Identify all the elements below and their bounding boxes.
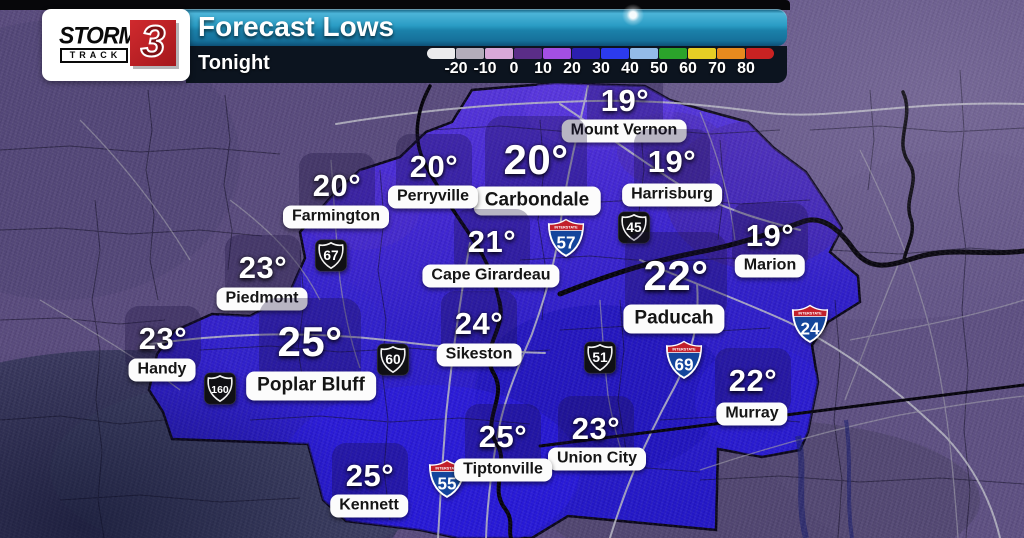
gleam-sparkle-icon (620, 2, 646, 28)
city-name-label: Union City (548, 447, 646, 471)
city-name-label: Paducah (623, 304, 725, 334)
city-name-label: Handy (128, 358, 196, 382)
temperature-value: 21° (467, 224, 517, 259)
city-name-label: Poplar Bluff (246, 371, 376, 401)
legend-segment (485, 48, 513, 59)
city-name-label: Murray (716, 402, 788, 426)
legend-tick: 0 (509, 60, 519, 77)
legend-tick: 30 (592, 60, 610, 77)
legend-segment (601, 48, 629, 59)
logo-storm-text: STORM (59, 21, 138, 49)
logo-channel-number: 3 (130, 19, 176, 66)
temperature-value: 23° (238, 250, 288, 285)
legend-tick: -10 (473, 60, 497, 77)
legend-segment (456, 48, 484, 59)
temperature-value: 24° (454, 306, 504, 341)
color-scale-ticks: -20 -10 0 10 20 30 40 50 60 70 80 (427, 59, 777, 79)
temperature-value: 25° (478, 419, 528, 454)
legend-segment (427, 48, 455, 59)
temperature-value: 22° (643, 252, 709, 299)
legend-segment (659, 48, 687, 59)
city-name-label: Farmington (283, 205, 389, 229)
legend-tick: 20 (563, 60, 581, 77)
page-title: Forecast Lows (198, 11, 395, 42)
legend-segment (688, 48, 716, 59)
temperature-value: 20° (503, 136, 569, 183)
temperature-value: 22° (728, 363, 778, 398)
city-name-label: Kennett (330, 494, 408, 518)
city-name-label: Cape Girardeau (422, 264, 560, 288)
temperature-value: 19° (647, 144, 697, 179)
temperature-value: 20° (312, 168, 362, 203)
city-name-label: Harrisburg (622, 183, 722, 207)
legend-tick: 40 (621, 60, 639, 77)
temperature-value: 25° (277, 318, 343, 365)
legend-segment (630, 48, 658, 59)
subtitle-bar: Tonight -20 -10 0 10 20 30 40 50 60 70 80 (186, 46, 787, 83)
city-name-label: Sikeston (436, 343, 522, 367)
legend-tick: 10 (534, 60, 552, 77)
legend-segment (746, 48, 774, 59)
legend-tick: 50 (650, 60, 668, 77)
temperature-value: 20° (409, 149, 459, 184)
temperature-value: 19° (600, 83, 650, 118)
storm-track-3-logo: STORM TRACK 3 (42, 9, 190, 81)
temperature-value: 19° (745, 218, 795, 253)
legend-segment (717, 48, 745, 59)
legend-segment (543, 48, 571, 59)
city-name-label: Marion (734, 254, 806, 278)
subtitle: Tonight (198, 52, 270, 74)
legend-tick: -20 (444, 60, 468, 77)
logo-track-text: TRACK (60, 48, 128, 63)
legend-tick: 80 (737, 60, 755, 77)
color-scale-segments (427, 48, 774, 59)
legend-segment (514, 48, 542, 59)
temperature-value: 23° (571, 411, 621, 446)
city-name-label: Perryville (387, 185, 479, 209)
temperature-value: 23° (138, 321, 188, 356)
temperature-value: 25° (345, 458, 395, 493)
legend-tick: 60 (679, 60, 697, 77)
legend-tick: 70 (708, 60, 726, 77)
title-bar: Forecast Lows (120, 2, 787, 46)
city-name-label: Tiptonville (454, 458, 552, 482)
legend-segment (572, 48, 600, 59)
temperature-color-scale: -20 -10 0 10 20 30 40 50 60 70 80 (427, 48, 777, 81)
